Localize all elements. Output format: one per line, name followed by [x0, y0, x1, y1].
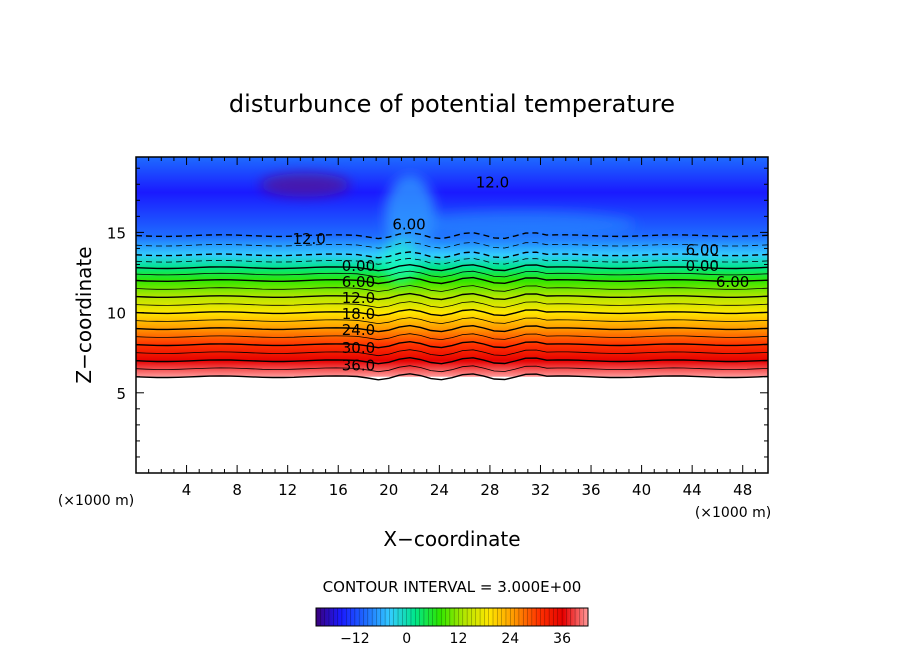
contour-line	[136, 251, 768, 259]
contour-line	[136, 292, 768, 301]
contour-line	[136, 276, 768, 285]
contour-labels: 12.012.06.006.000.00 0.006.00 6.0012.018.0…	[292, 174, 749, 375]
contour-label: 0.00	[342, 257, 375, 275]
colorbar-tick-label: −12	[340, 631, 370, 647]
contour-label: 6.00	[716, 273, 749, 291]
contour-line	[136, 373, 768, 381]
x-tick-label: 4	[182, 481, 192, 499]
colorbar-frame	[315, 607, 589, 627]
contour-label: 24.0	[342, 321, 375, 339]
x-unit-right: (×1000 m)	[695, 505, 771, 521]
contour-label: 18.0	[342, 305, 375, 323]
contour-label: 36.0	[342, 357, 375, 375]
x-tick-label: 40	[632, 481, 651, 499]
cold-core	[260, 173, 350, 197]
contour-line	[136, 301, 768, 309]
colorbar: −12 0 12 24 36	[315, 607, 589, 647]
colorbar-tick-label: 36	[553, 631, 571, 647]
contour-line	[136, 349, 768, 357]
contour-label: 30.0	[342, 339, 375, 357]
x-tick-label: 28	[480, 481, 499, 499]
x-tick-label: 32	[531, 481, 550, 499]
x-unit-left: (×1000 m)	[58, 493, 134, 509]
y-tick-label: 5	[116, 385, 126, 403]
contour-label: 6.00	[392, 215, 425, 233]
colorbar-ticks: −12 0 12 24 36	[340, 631, 571, 647]
contour-label: 0.00	[686, 257, 719, 275]
contour-line	[136, 241, 768, 249]
x-tick-label: 36	[581, 481, 600, 499]
contour-line	[136, 270, 768, 278]
x-tick-label: 24	[430, 481, 449, 499]
contour-line	[136, 308, 768, 317]
contour-label: 12.0	[292, 230, 325, 248]
x-axis-label: X−coordinate	[383, 527, 520, 551]
contour-line	[136, 340, 768, 349]
x-tick-label: 16	[329, 481, 348, 499]
contour-line	[136, 257, 768, 265]
colorbar-tick-label: 0	[402, 631, 411, 647]
contour-line	[136, 317, 768, 325]
contour-label: 12.0	[476, 174, 509, 192]
x-tick-label: 44	[683, 481, 702, 499]
y-axis: 5 10 15	[107, 167, 768, 458]
contour-interval: CONTOUR INTERVAL = 3.000E+00	[323, 578, 582, 596]
colorbar-strip	[316, 608, 588, 626]
colorbar-tick-label: 24	[501, 631, 519, 647]
x-tick-label: 48	[733, 481, 752, 499]
plot-area: 12.012.06.006.000.00 0.006.00 6.0012.018.0…	[107, 156, 769, 499]
plume-base	[382, 240, 418, 284]
contour-label: 6.00	[342, 273, 375, 291]
contour-line	[136, 231, 768, 240]
x-tick-label: 12	[278, 481, 297, 499]
contour-line	[136, 324, 768, 333]
x-axis: 4 8 12 16 20 24 28 32 36 40 44 48	[148, 157, 756, 499]
x-tick-label: 20	[379, 481, 398, 499]
contour-line	[136, 263, 768, 272]
chart-title: disturbunce of potential temperature	[229, 90, 675, 118]
contour-label: 6.00	[686, 241, 719, 259]
y-tick-label: 15	[107, 224, 126, 242]
contour-line	[136, 285, 768, 292]
x-tick-label: 8	[232, 481, 242, 499]
contour-line	[136, 365, 768, 373]
contour-line	[136, 356, 768, 365]
plume-spread	[405, 211, 635, 239]
colorbar-tick-label: 12	[450, 631, 468, 647]
contour-lines	[136, 231, 768, 381]
contour-line	[136, 333, 768, 341]
y-tick-label: 10	[107, 305, 126, 323]
colorbar-divisions	[320, 608, 584, 626]
y-axis-label: Z−coordinate	[72, 246, 96, 383]
contour-label: 12.0	[342, 289, 375, 307]
